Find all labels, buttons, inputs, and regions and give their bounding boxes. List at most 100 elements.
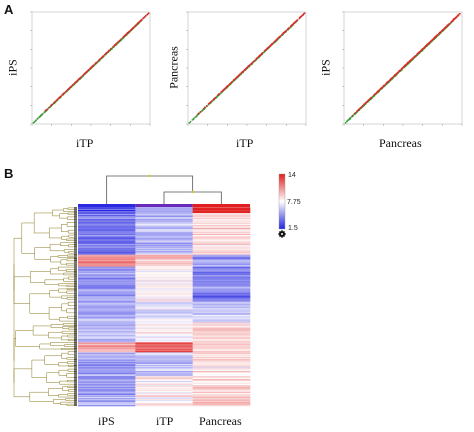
scatter-point-up	[445, 26, 447, 28]
heatmap-cell	[192, 213, 251, 216]
heatmap-cell	[192, 237, 251, 240]
heatmap-cell	[192, 241, 251, 244]
scatter-point-up	[237, 75, 240, 77]
heatmap-cell	[78, 207, 136, 209]
heatmap-cell	[192, 351, 251, 353]
heatmap-cell	[78, 340, 136, 342]
heatmap-cell	[135, 329, 193, 331]
scatter-point-up	[231, 80, 233, 83]
heatmap-cell	[78, 222, 136, 225]
heatmap-cell	[192, 228, 251, 231]
heatmap-cell	[135, 368, 193, 370]
scatter-point-up	[99, 58, 102, 60]
heatmap-cell	[135, 255, 193, 258]
heatmap-cell	[78, 238, 136, 241]
heatmap-cell	[78, 298, 136, 300]
scatter-point-up	[281, 33, 284, 35]
scatter-point-up	[50, 104, 52, 107]
heatmap-cell	[78, 355, 136, 357]
scatter-point-up	[65, 90, 68, 92]
heatmap-cell	[135, 325, 193, 327]
heatmap-cell	[135, 356, 193, 358]
heatmap-cell	[135, 354, 193, 356]
heatmap-cell	[192, 268, 251, 270]
heatmap-cell	[192, 263, 251, 265]
heatmap-cell	[78, 314, 136, 316]
heatmap-cell	[135, 226, 193, 229]
heatmap-cell	[78, 231, 136, 234]
scatter-point-up	[146, 13, 149, 16]
heatmap-cell	[192, 282, 251, 284]
heatmap-cell	[78, 229, 136, 232]
heatmap-cell	[192, 248, 251, 251]
scatter-point-up	[450, 21, 453, 23]
heatmap-cell	[192, 329, 251, 331]
heatmap-cell	[135, 350, 193, 352]
scatter-point-up	[285, 29, 288, 32]
heatmap-cell	[135, 333, 193, 335]
scatter-point-down	[195, 116, 197, 118]
heatmap-cell	[135, 312, 193, 314]
heatmap-cell	[78, 300, 136, 302]
heatmap-cell	[78, 209, 136, 212]
heatmap-cell	[78, 327, 136, 329]
heatmap-cell	[78, 329, 136, 331]
heatmap-cell	[135, 359, 193, 361]
heatmap-cell	[78, 242, 136, 245]
heatmap-cell	[78, 249, 136, 252]
heatmap-cell	[78, 248, 136, 251]
heatmap-cell	[192, 360, 251, 362]
scatter-point-up	[396, 72, 398, 75]
heatmap-cell	[135, 317, 193, 319]
heatmap-cell	[135, 240, 193, 243]
heatmap-cell	[135, 249, 193, 252]
scatter-point-up	[435, 35, 437, 38]
scatter-plot-3	[338, 6, 468, 130]
heatmap-cell	[78, 216, 136, 219]
heatmap-cell	[135, 353, 193, 355]
heatmap-cell	[135, 348, 193, 350]
scatter-point-up	[300, 15, 303, 17]
heatmap-cell	[192, 223, 251, 226]
heatmap-cell	[192, 335, 251, 337]
heatmap-cell	[78, 282, 136, 284]
heatmap-cell	[78, 306, 136, 308]
heatmap-cell	[135, 299, 193, 301]
heatmap-cell	[78, 315, 136, 317]
heatmap-cell	[135, 260, 193, 263]
heatmap-cell	[78, 232, 136, 235]
heatmap-cell	[192, 303, 251, 305]
scatter-point-down	[121, 37, 124, 40]
scatter-point-up	[289, 25, 292, 28]
heatmap-cell	[192, 339, 251, 341]
scatter-point-up	[89, 67, 92, 69]
heatmap-cell	[135, 285, 193, 287]
heatmap-cell	[78, 273, 136, 275]
heatmap-cell	[78, 339, 136, 341]
heatmap-cell	[78, 322, 136, 324]
scatter-point-up	[286, 28, 289, 31]
heatmap-cell	[135, 232, 193, 235]
heatmap-cell	[78, 356, 136, 358]
heatmap-cell	[192, 208, 251, 210]
heatmap-cell	[192, 279, 251, 281]
heatmap-cell	[78, 212, 136, 215]
heatmap-cell	[78, 223, 136, 226]
heatmap-cell	[78, 350, 136, 352]
heatmap-cell	[78, 352, 136, 354]
heatmap-cell	[135, 223, 193, 226]
scatter-point-up	[421, 48, 424, 50]
scatter-point-down	[188, 122, 191, 124]
heatmap-cell	[192, 320, 251, 322]
heatmap-cell	[78, 330, 136, 332]
scatter-point-up	[383, 84, 385, 87]
heatmap-cell	[78, 283, 136, 285]
heatmap-cell	[192, 260, 251, 263]
heatmap-cell	[135, 355, 193, 357]
heatmap-cell	[135, 271, 193, 273]
scatter-point-up	[235, 76, 238, 79]
scatter-point-up	[73, 82, 76, 84]
heatmap-cell	[78, 325, 136, 327]
heatmap-cell	[135, 263, 193, 265]
scatter-point-up	[416, 53, 418, 56]
